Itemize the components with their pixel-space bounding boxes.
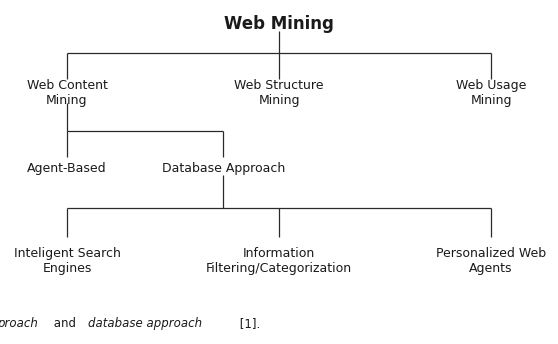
Text: Personalized Web
Agents: Personalized Web Agents <box>436 247 546 276</box>
Text: Web Mining: Web Mining <box>224 15 334 33</box>
Text: Inteligent Search
Engines: Inteligent Search Engines <box>13 247 121 276</box>
Text: Web Content
Mining: Web Content Mining <box>27 79 107 107</box>
Text: Information
Filtering/Categorization: Information Filtering/Categorization <box>206 247 352 276</box>
Text: database approach: database approach <box>88 317 203 330</box>
Text: [1].: [1]. <box>235 317 260 330</box>
Text: Agent-Based: Agent-Based <box>27 162 107 175</box>
Text: and: and <box>50 317 80 330</box>
Text: Database Approach: Database Approach <box>162 162 285 175</box>
Text: proach: proach <box>0 317 38 330</box>
Text: Web Structure
Mining: Web Structure Mining <box>234 79 324 107</box>
Text: Web Usage
Mining: Web Usage Mining <box>456 79 526 107</box>
